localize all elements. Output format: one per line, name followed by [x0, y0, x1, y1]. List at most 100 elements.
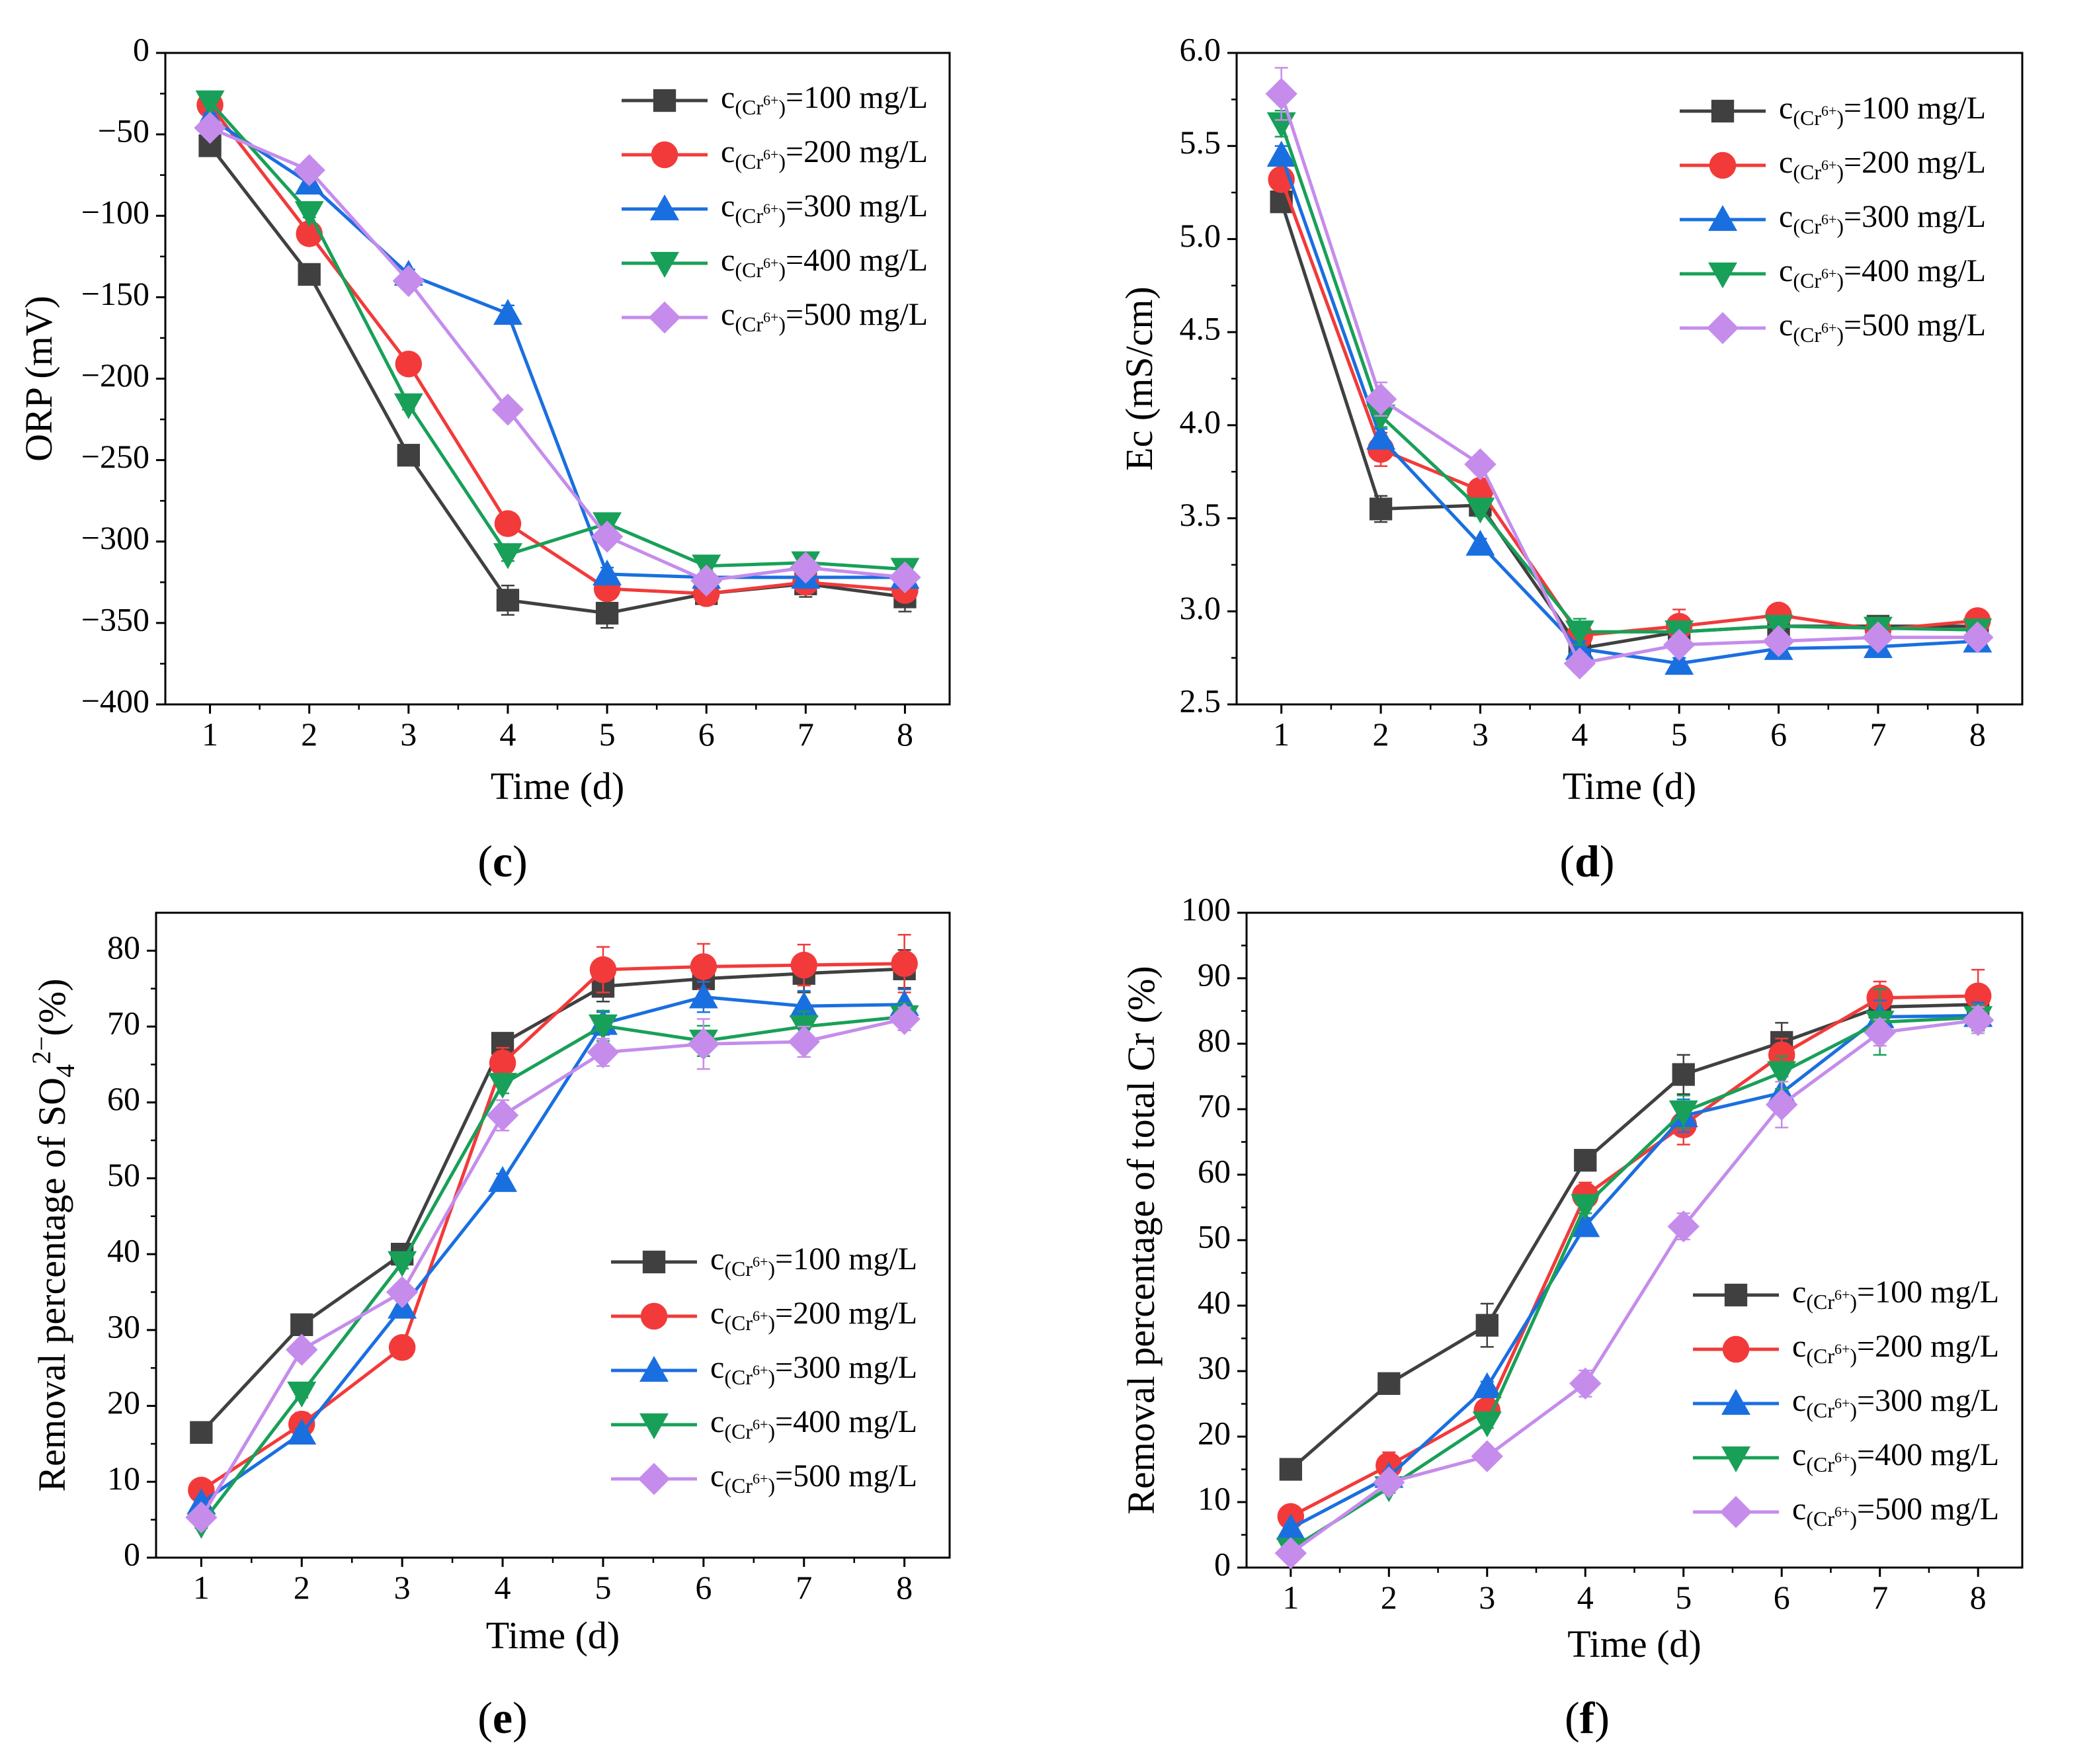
legend-marker-300: [1708, 205, 1737, 231]
legend-label-400: c(Cr6+)=400 mg/L: [721, 243, 928, 282]
x-tick-label: 8: [897, 716, 913, 753]
panel-label-c: (c): [477, 836, 528, 886]
data-point-500: [1265, 77, 1297, 110]
series-500: [1274, 1004, 1994, 1570]
series-line-500: [1280, 93, 1978, 665]
data-point-500: [1864, 1016, 1896, 1049]
legend-label-300: c(Cr6+)=300 mg/L: [1792, 1383, 1999, 1422]
legend-marker-100: [1711, 99, 1735, 123]
data-point-200: [388, 1334, 416, 1361]
y-tick-label: −100: [81, 194, 149, 231]
data-point-400: [588, 1014, 618, 1040]
legend-label-200: c(Cr6+)=200 mg/L: [710, 1296, 917, 1335]
data-point-200: [1964, 982, 1992, 1009]
y-tick-label: 40: [107, 1232, 140, 1269]
data-point-400: [1571, 1194, 1600, 1220]
legend-marker-400: [1708, 262, 1737, 288]
x-tick-label: 6: [695, 1569, 712, 1606]
y-axis-label: Ec (mS/cm): [1118, 286, 1161, 471]
x-tick-label: 6: [1774, 1579, 1790, 1616]
y-axis-label: Removal percentage of SO42−(%): [26, 978, 80, 1491]
data-point-500: [690, 564, 723, 597]
data-point-500: [293, 154, 325, 187]
y-axis-label: ORP (mV): [17, 296, 60, 462]
panel-label-d: (d): [1559, 836, 1614, 886]
data-point-400: [1366, 404, 1396, 431]
data-point-200: [395, 351, 423, 378]
y-axis-label: Removal percentage of total Cr (%): [1120, 966, 1163, 1514]
panel-label-e: (e): [477, 1693, 528, 1743]
x-axis-label: Time (d): [1567, 1622, 1702, 1665]
x-tick-label: 3: [400, 716, 417, 753]
x-tick-label: 1: [1273, 716, 1290, 753]
x-tick-label: 4: [1571, 716, 1588, 753]
data-point-400: [493, 543, 522, 569]
x-tick-label: 2: [294, 1569, 310, 1606]
data-point-500: [194, 112, 226, 144]
chart-panel-f: 0 10 20 30 40 50 60 70 80 90 100 1 2 3 4 5 6 7 8 Time (d) Re…: [1120, 890, 2024, 1743]
legend-marker-500: [1719, 1495, 1752, 1529]
data-point-500: [790, 551, 822, 584]
legend: c(Cr6+)=100 mg/L c(Cr6+)=200 mg/L c(Cr6+)=…: [611, 1241, 917, 1497]
legend-marker-300: [1721, 1389, 1750, 1415]
x-tick-label: 3: [1479, 1579, 1495, 1616]
legend-marker-300: [650, 194, 679, 221]
x-tick-label: 6: [1770, 716, 1787, 753]
data-point-400: [1767, 1061, 1797, 1087]
legend-marker-500: [1706, 312, 1739, 345]
data-point-500: [392, 265, 425, 297]
series-500: [1265, 67, 1994, 680]
legend-label-400: c(Cr6+)=400 mg/L: [1792, 1437, 1999, 1476]
series-line-200: [208, 104, 905, 596]
y-tick-label: 70: [1198, 1087, 1231, 1124]
series-line-300: [1280, 154, 1978, 665]
data-point-500: [491, 394, 524, 426]
legend-marker-200: [640, 1302, 668, 1330]
y-tick-label: 2.5: [1180, 682, 1221, 719]
x-tick-label: 8: [1970, 1579, 1987, 1616]
data-point-300: [488, 1165, 518, 1193]
x-tick-label: 1: [1282, 1579, 1299, 1616]
data-point-500: [1961, 1004, 1994, 1036]
legend: c(Cr6+)=100 mg/L c(Cr6+)=200 mg/L c(Cr6+)=…: [1680, 91, 1986, 347]
y-tick-label: 10: [1198, 1480, 1231, 1517]
series-500: [194, 112, 921, 597]
data-point-300: [1366, 423, 1396, 450]
data-point-500: [1862, 621, 1895, 653]
y-tick-label: 0: [124, 1535, 140, 1572]
data-point-500: [889, 561, 921, 594]
legend-label-100: c(Cr6+)=100 mg/L: [710, 1241, 917, 1281]
data-point-500: [687, 1028, 720, 1060]
data-point-100: [1672, 1063, 1695, 1086]
data-point-500: [1569, 1367, 1602, 1400]
data-point-100: [298, 263, 321, 286]
x-tick-label: 1: [193, 1569, 210, 1606]
y-tick-label: 80: [107, 929, 140, 966]
legend-label-300: c(Cr6+)=300 mg/L: [710, 1350, 917, 1389]
legend-label-200: c(Cr6+)=200 mg/L: [1792, 1329, 1999, 1368]
legend-label-500: c(Cr6+)=500 mg/L: [721, 297, 928, 336]
data-point-400: [294, 201, 324, 228]
y-tick-label: 4.5: [1180, 310, 1221, 347]
y-tick-label: 3.0: [1180, 589, 1221, 626]
data-point-300: [593, 560, 622, 586]
y-tick-label: 90: [1198, 956, 1231, 993]
data-point-100: [190, 1421, 213, 1444]
x-tick-label: 4: [495, 1569, 511, 1606]
legend-label-400: c(Cr6+)=400 mg/L: [1779, 253, 1986, 292]
y-tick-label: 70: [107, 1005, 140, 1042]
series-line-300: [209, 116, 905, 579]
data-point-500: [286, 1333, 318, 1366]
legend-label-100: c(Cr6+)=100 mg/L: [1792, 1275, 1999, 1314]
legend-label-100: c(Cr6+)=100 mg/L: [1779, 91, 1986, 130]
legend-label-500: c(Cr6+)=500 mg/L: [1792, 1491, 1999, 1531]
data-point-300: [1465, 529, 1495, 556]
legend-marker-100: [1724, 1283, 1748, 1307]
legend-marker-500: [637, 1462, 671, 1495]
x-axis-label: Time (d): [486, 1614, 620, 1657]
legend-marker-200: [651, 141, 678, 169]
y-tick-label: −350: [81, 601, 149, 638]
data-point-200: [589, 956, 617, 984]
x-axis-label: Time (d): [491, 765, 625, 808]
